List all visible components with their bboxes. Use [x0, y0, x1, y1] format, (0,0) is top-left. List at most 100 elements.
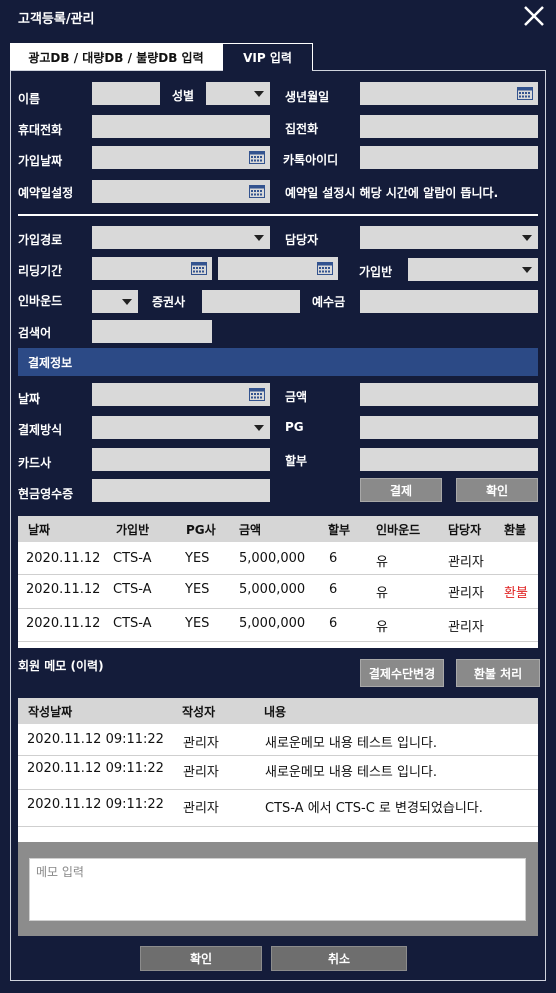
cell-amount: 5,000,000	[239, 616, 306, 631]
chevron-down-icon	[254, 235, 264, 241]
header-written-date: 작성날짜	[28, 705, 73, 719]
cell-date: 2020.11.12	[26, 551, 101, 566]
chevron-down-icon	[522, 267, 532, 273]
header-author: 작성자	[182, 705, 216, 719]
memo-author: 관리자	[183, 736, 219, 751]
join-route-select[interactable]	[92, 226, 270, 249]
calendar-icon[interactable]	[249, 388, 265, 401]
tab-ad-db[interactable]: 광고DB / 대량DB / 불량DB 입력	[10, 43, 222, 71]
memo-content: 새로운메모 내용 테스트 입니다.	[265, 765, 438, 780]
manager-select[interactable]	[360, 226, 538, 249]
chevron-down-icon	[522, 235, 532, 241]
birthdate-input[interactable]	[360, 82, 538, 105]
mobile-input[interactable]	[92, 115, 270, 138]
refund-process-button[interactable]: 환불 처리	[456, 659, 540, 687]
cell-class: CTS-A	[113, 551, 152, 566]
leading-period-label: 리딩기간	[18, 264, 63, 278]
memo-date: 2020.11.12 09:11:22	[27, 761, 164, 776]
reservation-label: 예약일설정	[18, 186, 74, 200]
birthdate-label: 생년월일	[285, 90, 330, 104]
pay-date-input[interactable]	[92, 383, 270, 406]
name-input[interactable]	[92, 82, 160, 105]
search-word-input[interactable]	[92, 320, 212, 343]
table-row[interactable]: 2020.11.12 CTS-A YES 5,000,000 6 유 관리자	[18, 542, 538, 576]
header-content: 내용	[264, 705, 287, 719]
mobile-label: 휴대전화	[18, 123, 63, 137]
window-title: 고객등록/관리	[18, 12, 95, 27]
join-date-input[interactable]	[92, 146, 270, 169]
home-phone-label: 집전화	[285, 122, 319, 136]
header-amount: 금액	[239, 523, 262, 537]
cell-inbound: 유	[376, 586, 388, 601]
reservation-input[interactable]	[92, 180, 270, 203]
calendar-icon[interactable]	[191, 262, 207, 275]
inbound-select[interactable]	[92, 290, 138, 313]
memo-input[interactable]: 메모 입력	[29, 858, 526, 921]
list-item[interactable]: 2020.11.12 09:11:22 관리자 CTS-A 에서 CTS-C 로…	[18, 790, 538, 824]
pay-confirm-button[interactable]: 확인	[456, 478, 538, 502]
cell-installment: 6	[329, 616, 338, 631]
calendar-icon[interactable]	[317, 262, 333, 275]
brokerage-label: 증권사	[152, 295, 186, 309]
divider	[18, 214, 538, 216]
pay-button[interactable]: 결제	[360, 478, 442, 502]
tab-vip[interactable]: VIP 입력	[222, 43, 313, 71]
brokerage-input[interactable]	[202, 290, 300, 313]
memo-table-header: 작성날짜 작성자 내용	[18, 698, 538, 724]
row-divider	[18, 641, 538, 642]
cell-pg: YES	[185, 616, 210, 631]
cell-manager: 관리자	[448, 555, 484, 570]
header-inbound: 인바운드	[376, 523, 421, 537]
pay-method-select[interactable]	[92, 416, 270, 439]
deposit-input[interactable]	[360, 290, 538, 313]
cell-pg: YES	[185, 582, 210, 597]
cell-class: CTS-A	[113, 616, 152, 631]
confirm-button[interactable]: 확인	[140, 946, 262, 971]
table-row[interactable]: 2020.11.12 CTS-A YES 5,000,000 6 유 관리자	[18, 610, 538, 644]
cancel-button[interactable]: 취소	[271, 946, 407, 971]
cell-amount: 5,000,000	[239, 582, 306, 597]
reservation-hint: 예약일 설정시 해당 시간에 알람이 뜹니다.	[285, 186, 499, 200]
close-icon[interactable]	[520, 2, 548, 30]
memo-author: 관리자	[183, 801, 219, 816]
cell-installment: 6	[329, 551, 338, 566]
gender-select[interactable]	[206, 82, 270, 105]
chevron-down-icon	[122, 299, 132, 305]
pg-input[interactable]	[360, 416, 538, 439]
home-phone-input[interactable]	[360, 115, 538, 138]
amount-input[interactable]	[360, 383, 538, 406]
change-method-button[interactable]: 결제수단변경	[360, 659, 444, 687]
list-item[interactable]: 2020.11.12 09:11:22 관리자 새로운메모 내용 테스트 입니다…	[18, 724, 538, 754]
amount-label: 금액	[285, 390, 308, 404]
cell-manager: 관리자	[448, 620, 484, 635]
kakao-id-label: 카톡아이디	[283, 153, 339, 167]
list-item[interactable]: 2020.11.12 09:11:22 관리자 새로운메모 내용 테스트 입니다…	[18, 756, 538, 790]
chevron-down-icon	[254, 91, 264, 97]
cell-amount: 5,000,000	[239, 551, 306, 566]
header-refund: 환불	[504, 523, 527, 537]
table-row[interactable]: 2020.11.12 CTS-A YES 5,000,000 6 유 관리자 환…	[18, 576, 538, 610]
pay-date-label: 날짜	[18, 392, 41, 406]
kakao-id-input[interactable]	[360, 146, 538, 169]
refund-link[interactable]: 환불	[504, 586, 528, 601]
card-input[interactable]	[92, 448, 270, 471]
cell-installment: 6	[329, 582, 338, 597]
row-divider	[18, 826, 538, 827]
leading-end-input[interactable]	[218, 257, 338, 280]
memo-placeholder: 메모 입력	[36, 865, 84, 879]
cash-receipt-input[interactable]	[92, 479, 270, 502]
installment-label: 할부	[285, 454, 308, 468]
installment-input[interactable]	[360, 448, 538, 471]
gender-label: 성별	[172, 89, 195, 103]
calendar-icon[interactable]	[249, 185, 265, 198]
join-class-select[interactable]	[408, 258, 538, 281]
tab-vip-label: VIP 입력	[243, 51, 292, 65]
header-installment: 할부	[328, 523, 351, 537]
calendar-icon[interactable]	[249, 151, 265, 164]
memo-date: 2020.11.12 09:11:22	[27, 797, 164, 812]
memo-date: 2020.11.12 09:11:22	[27, 732, 164, 747]
payment-section-header: 결제정보	[18, 348, 538, 376]
calendar-icon[interactable]	[517, 87, 533, 100]
leading-start-input[interactable]	[92, 257, 212, 280]
cell-inbound: 유	[376, 555, 388, 570]
